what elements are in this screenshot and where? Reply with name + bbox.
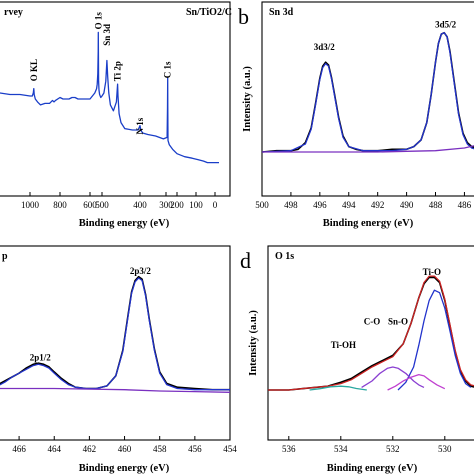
- o1s-curves: [268, 275, 474, 391]
- x-tick-label: 454: [223, 444, 237, 454]
- o1s-y-axis-label: Intensity (a.u.): [248, 310, 259, 376]
- x-tick-label: 490: [400, 200, 414, 210]
- sn3d-x-ticks: 500 498 496 494 492 490 488 486: [255, 192, 472, 210]
- spectrum-line: [261, 31, 474, 153]
- x-tick-label: 466: [12, 444, 26, 454]
- spectrum-line: [262, 145, 474, 153]
- x-tick-label: 0: [213, 200, 218, 210]
- x-tick-label: 460: [118, 444, 132, 454]
- o1s-x-axis-label: Binding energy (eV): [327, 463, 418, 474]
- x-tick-label: 534: [334, 444, 348, 454]
- panel-letter-b: b: [238, 4, 249, 29]
- peak-label: 2p3/2: [130, 266, 152, 276]
- spectrum-line: [0, 31, 219, 164]
- x-tick-label: 492: [371, 200, 385, 210]
- x-tick-label: 100: [189, 200, 203, 210]
- x-tick-label: 300: [159, 200, 173, 210]
- spectrum-line: [268, 275, 474, 391]
- x-tick-label: 600: [83, 200, 97, 210]
- spectrum-line: [0, 387, 231, 393]
- x-tick-label: 1000: [21, 200, 40, 210]
- x-tick-label: 532: [386, 444, 400, 454]
- o1s-plot-frame: [267, 245, 474, 441]
- survey-x-axis-label: Binding energy (eV): [79, 218, 170, 229]
- sn3d-plot-frame: [261, 1, 474, 197]
- survey-spectrum: [0, 31, 219, 164]
- spectrum-line: [361, 366, 425, 388]
- sn3d-y-axis-label: Intensity (a.u.): [242, 66, 253, 132]
- x-tick-label: 500: [95, 200, 109, 210]
- x-tick-label: 498: [284, 200, 298, 210]
- peak-label: 2p1/2: [30, 353, 52, 363]
- peak-label: Sn-O: [388, 317, 408, 327]
- peak-label: Ti-O: [423, 267, 441, 277]
- peak-label: Sn 3d: [102, 24, 112, 46]
- x-tick-label: 200: [170, 200, 184, 210]
- x-tick-label: 456: [188, 444, 202, 454]
- peak-label: C 1s: [163, 61, 173, 78]
- survey-panel-title-partial: rvey: [4, 7, 23, 18]
- x-tick-label: 530: [438, 444, 452, 454]
- o1s-panel-title: O 1s: [275, 251, 294, 262]
- peak-label: Ti 2p: [113, 61, 123, 81]
- ti2p-plot-frame: [0, 245, 231, 441]
- spectrum-line: [387, 373, 446, 391]
- spectrum-line: [261, 32, 474, 153]
- o1s-peak-labels: Ti-OH C-O Sn-O Ti-O: [331, 267, 441, 350]
- sn3d-curves: [261, 31, 474, 153]
- peak-label: 3d3/2: [314, 42, 336, 52]
- ti2p-peak-labels: 2p1/2 2p3/2: [30, 266, 152, 362]
- panel-letter-d: d: [240, 248, 251, 273]
- peak-label: O KL: [29, 59, 39, 81]
- peak-label: 3d5/2: [435, 19, 457, 29]
- o1s-x-ticks: 536 534 532 530: [282, 436, 452, 454]
- peak-label: Ti-OH: [331, 340, 356, 350]
- peak-label: N 1s: [135, 117, 145, 134]
- o1s-panel: d O 1s Intensity (a.u.) 536 534 532 530 Ti-…: [240, 245, 474, 474]
- sn3d-x-axis-label: Binding energy (eV): [323, 218, 414, 229]
- ti2p-panel: p 466 464 462 460 458 456 454 2p1/2 2p3/2 Bindi…: [0, 245, 237, 474]
- x-tick-label: 494: [342, 200, 356, 210]
- peak-label: C-O: [364, 317, 381, 327]
- x-tick-label: 400: [133, 200, 147, 210]
- spectrum-line: [397, 289, 472, 391]
- peak-label: O 1s: [93, 12, 103, 30]
- spectrum-line: [0, 277, 230, 391]
- ti2p-x-ticks: 466 464 462 460 458 456 454: [12, 436, 237, 454]
- x-tick-label: 500: [255, 200, 269, 210]
- sn3d-panel: b Sn 3d Intensity (a.u.) 500 498 496 494 492…: [238, 1, 474, 229]
- ti2p-curves: [0, 275, 231, 393]
- x-tick-label: 800: [53, 200, 67, 210]
- x-tick-label: 536: [282, 444, 296, 454]
- sn3d-peak-labels: 3d3/2 3d5/2: [314, 19, 457, 52]
- sn3d-panel-title: Sn 3d: [269, 7, 294, 18]
- x-tick-label: 458: [153, 444, 167, 454]
- ti2p-x-axis-label: Binding energy (eV): [79, 463, 170, 474]
- x-tick-label: 464: [47, 444, 61, 454]
- x-tick-label: 496: [313, 200, 327, 210]
- survey-panel-title: Sn/TiO2/C: [186, 7, 232, 18]
- ti2p-panel-title-partial: p: [2, 251, 8, 262]
- x-tick-label: 486: [458, 200, 472, 210]
- spectrum-line: [0, 275, 230, 391]
- x-tick-label: 488: [429, 200, 443, 210]
- survey-plot-frame: [0, 1, 231, 197]
- spectrum-line: [309, 385, 367, 391]
- x-tick-label: 462: [83, 444, 97, 454]
